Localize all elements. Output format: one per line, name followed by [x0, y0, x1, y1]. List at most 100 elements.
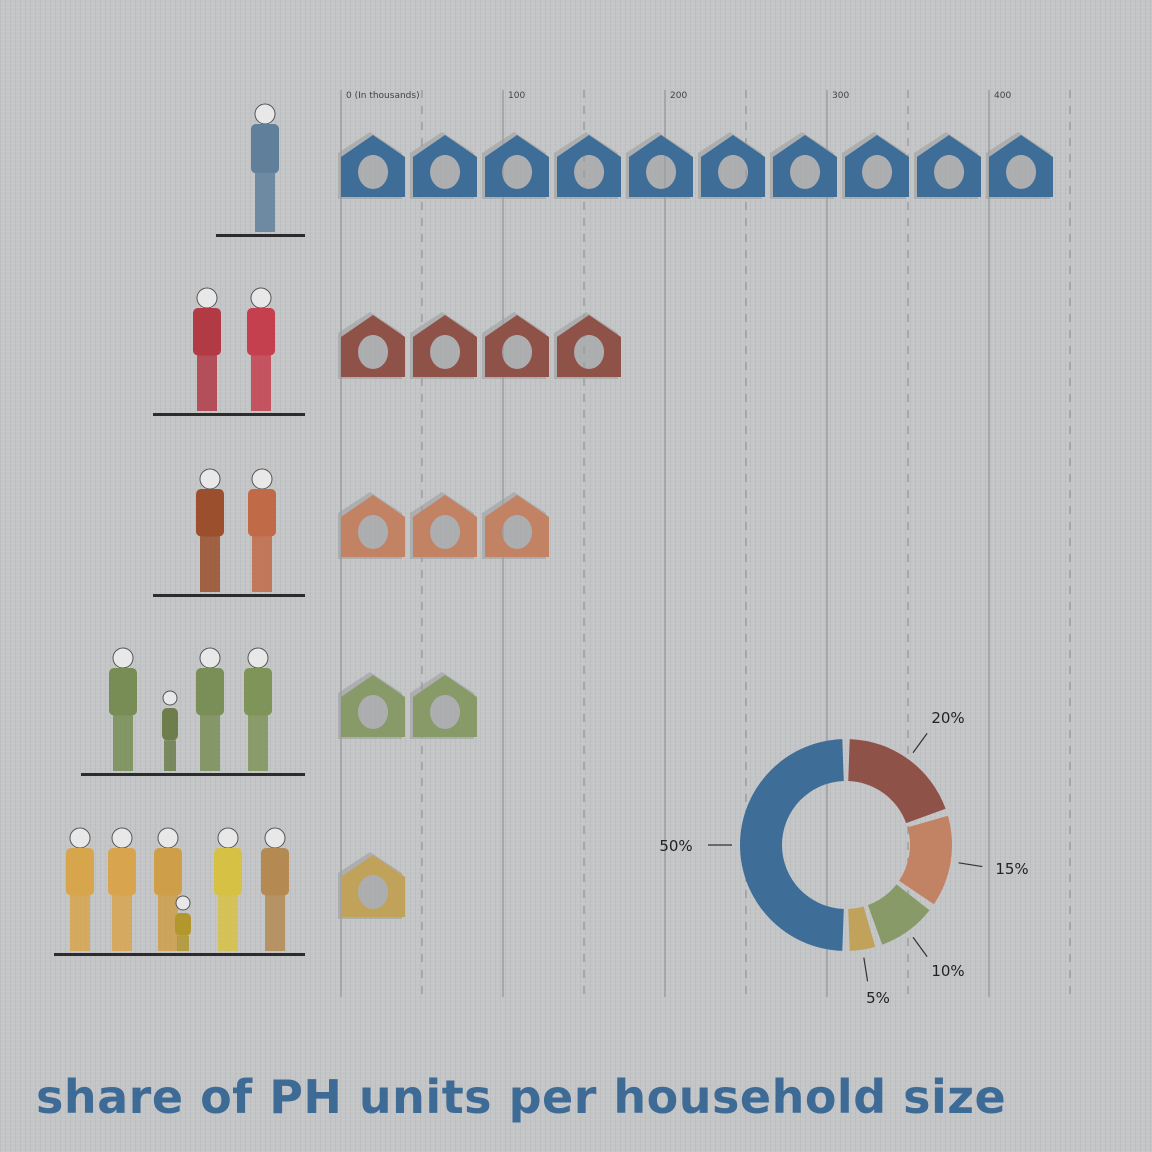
- person-head: [69, 827, 91, 849]
- house-icon: [485, 315, 549, 377]
- person-torso: [244, 668, 272, 716]
- shelf: [153, 413, 305, 416]
- x-tick-label: 200: [670, 91, 687, 101]
- house-icon: [341, 675, 405, 737]
- person-figure: [196, 647, 224, 771]
- house-icon: [341, 135, 405, 197]
- person-figure: [66, 827, 94, 951]
- person-head: [199, 647, 221, 669]
- house-icon: [341, 495, 405, 557]
- bar-5: [338, 852, 405, 919]
- person-legs: [251, 355, 271, 411]
- person-figure: [162, 690, 178, 771]
- person-figure: [154, 827, 182, 951]
- person-torso: [109, 668, 137, 716]
- house-icon: [557, 135, 621, 197]
- person-legs: [158, 895, 178, 951]
- person-legs: [218, 895, 238, 951]
- person-figure: [244, 647, 272, 771]
- leader-line: [863, 957, 869, 982]
- person-figure: [108, 827, 136, 951]
- house-icon: [413, 675, 477, 737]
- person-legs: [113, 715, 133, 771]
- donut-label: 20%: [931, 709, 964, 727]
- donut-label: 10%: [931, 962, 964, 980]
- x-tick-label: 100: [508, 91, 525, 101]
- person-head: [199, 468, 221, 490]
- donut-label: 50%: [659, 837, 692, 855]
- person-legs: [252, 536, 272, 592]
- donut-label: 15%: [995, 860, 1028, 878]
- house-icon: [485, 135, 549, 197]
- house-icon: [701, 135, 765, 197]
- donut-slice: [848, 906, 876, 951]
- person-figure: [196, 468, 224, 592]
- person-head: [254, 103, 276, 125]
- house-icon: [557, 315, 621, 377]
- leader-line: [912, 733, 928, 754]
- person-figure: [214, 827, 242, 951]
- house-icon: [917, 135, 981, 197]
- person-legs: [248, 715, 268, 771]
- shelf: [54, 953, 305, 956]
- person-torso: [193, 308, 221, 356]
- person-legs: [200, 536, 220, 592]
- person-legs: [197, 355, 217, 411]
- person-legs: [164, 740, 176, 771]
- shelf: [153, 594, 305, 597]
- person-head: [162, 690, 178, 706]
- house-icon: [773, 135, 837, 197]
- leader-line: [912, 936, 928, 957]
- house-icon: [989, 135, 1053, 197]
- shelf: [216, 234, 305, 237]
- person-head: [247, 647, 269, 669]
- person-legs: [255, 173, 275, 232]
- person-legs: [112, 895, 132, 951]
- donut-label: 5%: [866, 989, 890, 1007]
- shelf: [81, 773, 305, 776]
- house-icon: [413, 315, 477, 377]
- house-icon: [341, 855, 405, 917]
- chart-title: share of PH units per household size: [36, 1070, 1007, 1124]
- donut-slice: [848, 739, 946, 824]
- person-figure: [261, 827, 289, 951]
- person-head: [112, 647, 134, 669]
- bar-3: [338, 492, 549, 559]
- house-icon: [845, 135, 909, 197]
- person-torso: [214, 848, 242, 896]
- person-legs: [177, 935, 189, 951]
- person-legs: [265, 895, 285, 951]
- bar-1: [338, 132, 1053, 199]
- person-torso: [247, 308, 275, 356]
- person-head: [196, 287, 218, 309]
- donut-slice: [867, 884, 930, 945]
- person-figure: [109, 647, 137, 771]
- person-torso: [196, 668, 224, 716]
- person-head: [111, 827, 133, 849]
- leader-line: [958, 862, 983, 868]
- bar-2: [338, 312, 621, 379]
- person-figure: [251, 103, 279, 232]
- person-head: [264, 827, 286, 849]
- donut-slice: [899, 815, 953, 905]
- person-head: [251, 468, 273, 490]
- person-legs: [70, 895, 90, 951]
- person-legs: [200, 715, 220, 771]
- house-icon: [413, 135, 477, 197]
- house-icon: [413, 495, 477, 557]
- person-torso: [196, 489, 224, 537]
- person-figure: [193, 287, 221, 411]
- house-icon: [629, 135, 693, 197]
- person-head: [175, 895, 191, 911]
- person-figure: [248, 468, 276, 592]
- x-tick-label: 0 (In thousands): [346, 91, 420, 101]
- person-torso: [175, 913, 191, 936]
- person-head: [217, 827, 239, 849]
- house-icon: [485, 495, 549, 557]
- house-icon: [341, 315, 405, 377]
- x-tick-label: 300: [832, 91, 849, 101]
- person-torso: [66, 848, 94, 896]
- person-figure: [175, 895, 191, 951]
- person-torso: [248, 489, 276, 537]
